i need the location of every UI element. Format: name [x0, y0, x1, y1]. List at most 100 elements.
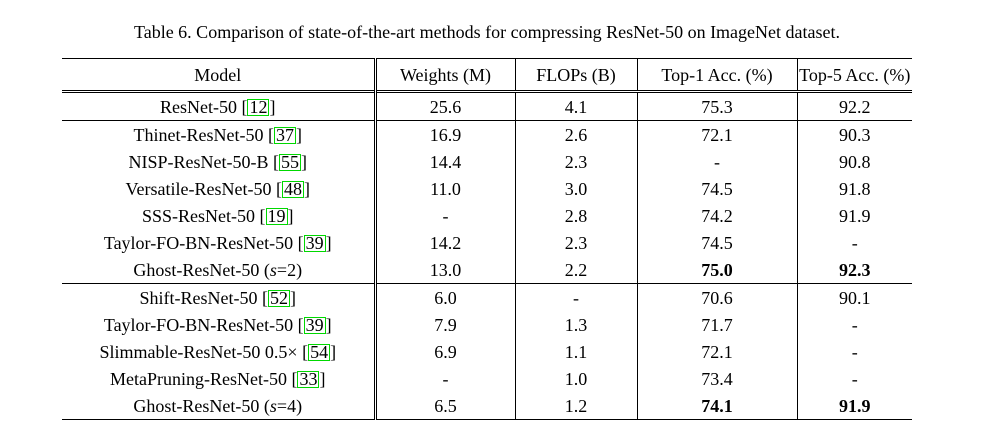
- model-name: Versatile-ResNet-50: [125, 178, 272, 199]
- citation-link[interactable]: 54: [308, 341, 331, 362]
- citation-link[interactable]: 48: [281, 178, 304, 199]
- top1-cell: 73.4: [637, 365, 798, 392]
- top5-cell: -: [851, 232, 858, 253]
- top5-cell: 91.8: [839, 178, 871, 199]
- weights-cell: 11.0: [375, 175, 516, 202]
- top1-cell: 72.1: [637, 338, 798, 365]
- flops-cell: 3.0: [515, 175, 638, 202]
- top5-cell: 90.8: [839, 151, 871, 172]
- flops-cell: 1.3: [515, 311, 638, 338]
- table-row: Slimmable-ResNet-50 0.5× [54] 6.9 1.1 72.1 -: [62, 338, 912, 365]
- model-cell: Ghost-ResNet-50 (s=2): [62, 256, 377, 284]
- model-cell: SSS-ResNet-50 [19]: [62, 202, 377, 229]
- flops-cell: 2.8: [515, 202, 638, 229]
- flops-cell: 2.3: [515, 229, 638, 256]
- flops-cell: 1.0: [515, 365, 638, 392]
- top1-cell: 74.1: [637, 392, 798, 420]
- column-header-flops: FLOPs (B): [515, 58, 638, 92]
- top1-cell: 72.1: [637, 120, 798, 148]
- table-header: Model Weights (M) FLOPs (B) Top-1 Acc. (…: [62, 58, 912, 92]
- model-name: Slimmable-ResNet-50 0.5×: [99, 341, 298, 362]
- table-row: Taylor-FO-BN-ResNet-50 [39] 14.2 2.3 74.5 -: [62, 229, 912, 256]
- top5-cell: -: [851, 368, 858, 389]
- table-row: Shift-ResNet-50 [52] 6.0-70.6 90.1: [62, 283, 912, 311]
- citation-link[interactable]: 52: [267, 287, 290, 308]
- weights-cell: 14.4: [375, 148, 516, 175]
- model-name: ResNet-50: [160, 96, 237, 117]
- model-cell: ResNet-50 [12]: [62, 91, 377, 121]
- column-header-top5: Top-5 Acc. (%): [799, 64, 911, 85]
- top5-cell: -: [851, 314, 858, 335]
- flops-cell: 4.1: [515, 91, 638, 121]
- model-name: Taylor-FO-BN-ResNet-50: [103, 314, 294, 335]
- table-row: Ghost-ResNet-50 (s=4) 6.5 1.2 74.1 91.9: [62, 392, 912, 420]
- top1-cell: 71.7: [637, 311, 798, 338]
- model-cell: Thinet-ResNet-50 [37]: [62, 120, 377, 148]
- citation-link[interactable]: 39: [303, 314, 326, 335]
- top5-cell: 91.9: [839, 205, 871, 226]
- comparison-table: Model Weights (M) FLOPs (B) Top-1 Acc. (…: [62, 58, 912, 420]
- flops-cell: -: [515, 283, 638, 311]
- weights-cell: 14.2: [375, 229, 516, 256]
- flops-cell: 2.3: [515, 148, 638, 175]
- model-cell: Shift-ResNet-50 [52]: [62, 283, 377, 311]
- top5-cell: 91.9: [839, 395, 871, 416]
- model-name: Ghost-ResNet-50 (s=4): [133, 395, 303, 416]
- weights-cell: 13.0: [375, 256, 516, 284]
- column-header-weights: Weights (M): [375, 58, 516, 92]
- top5-cell: -: [851, 341, 858, 362]
- table-group: Shift-ResNet-50 [52] 6.0-70.6 90.1 Taylor-F…: [62, 283, 912, 420]
- citation-link[interactable]: 55: [279, 151, 301, 172]
- table-row: NISP-ResNet-50-B [55] 14.4 2.3- 90.8: [62, 148, 912, 175]
- top1-cell: 75.3: [637, 91, 798, 121]
- model-cell: Versatile-ResNet-50 [48]: [62, 175, 377, 202]
- table-group: Thinet-ResNet-50 [37] 16.9 2.6 72.1 90.3 NISP…: [62, 120, 912, 284]
- top5-cell: 92.3: [839, 259, 871, 280]
- table-row: SSS-ResNet-50 [19] -2.8 74.2 91.9: [62, 202, 912, 229]
- model-name: MetaPruning-ResNet-50: [110, 368, 287, 389]
- top5-cell: 90.1: [839, 287, 871, 308]
- table-row: Taylor-FO-BN-ResNet-50 [39] 7.9 1.3 71.7 -: [62, 311, 912, 338]
- citation-link[interactable]: 39: [303, 232, 326, 253]
- table-caption: Table 6. Comparison of state-of-the-art …: [133, 22, 841, 42]
- model-name: Shift-ResNet-50: [139, 287, 258, 308]
- weights-cell: 16.9: [375, 120, 516, 148]
- flops-cell: 2.2: [515, 256, 638, 284]
- weights-cell: -: [375, 365, 516, 392]
- top5-cell: 92.2: [839, 96, 871, 117]
- model-name: Thinet-ResNet-50: [133, 124, 264, 145]
- table-row: Thinet-ResNet-50 [37] 16.9 2.6 72.1 90.3: [62, 120, 912, 148]
- flops-cell: 2.6: [515, 120, 638, 148]
- table-row: MetaPruning-ResNet-50 [33] -1.0 73.4-: [62, 365, 912, 392]
- column-header-model: Model: [62, 58, 377, 92]
- weights-cell: -: [375, 202, 516, 229]
- top1-cell: 74.5: [637, 229, 798, 256]
- header-row: Model Weights (M) FLOPs (B) Top-1 Acc. (…: [62, 58, 912, 92]
- model-name: Ghost-ResNet-50 (s=2): [133, 259, 303, 280]
- model-cell: Slimmable-ResNet-50 0.5× [54]: [62, 338, 377, 365]
- top1-cell: 75.0: [637, 256, 798, 284]
- model-cell: Taylor-FO-BN-ResNet-50 [39]: [62, 311, 377, 338]
- table-row: Ghost-ResNet-50 (s=2) 13.0 2.2 75.0 92.3: [62, 256, 912, 284]
- citation-link[interactable]: 19: [265, 205, 288, 226]
- top1-cell: 70.6: [637, 283, 798, 311]
- model-cell: Ghost-ResNet-50 (s=4): [62, 392, 377, 420]
- column-header-top1: Top-1 Acc. (%): [637, 58, 798, 92]
- table-row: ResNet-50 [12] 25.6 4.1 75.3 92.2: [62, 91, 912, 121]
- model-name: Taylor-FO-BN-ResNet-50: [103, 232, 294, 253]
- model-cell: NISP-ResNet-50-B [55]: [62, 148, 377, 175]
- flops-cell: 1.1: [515, 338, 638, 365]
- model-name: SSS-ResNet-50: [141, 205, 255, 226]
- top1-cell: -: [637, 148, 798, 175]
- top1-cell: 74.2: [637, 202, 798, 229]
- table-group: ResNet-50 [12] 25.6 4.1 75.3 92.2: [62, 91, 912, 121]
- weights-cell: 6.9: [375, 338, 516, 365]
- weights-cell: 6.0: [375, 283, 516, 311]
- weights-cell: 25.6: [375, 91, 516, 121]
- flops-cell: 1.2: [515, 392, 638, 420]
- citation-link[interactable]: 12: [247, 96, 270, 117]
- weights-cell: 6.5: [375, 392, 516, 420]
- top1-cell: 74.5: [637, 175, 798, 202]
- citation-link[interactable]: 33: [297, 368, 320, 389]
- citation-link[interactable]: 37: [273, 124, 296, 145]
